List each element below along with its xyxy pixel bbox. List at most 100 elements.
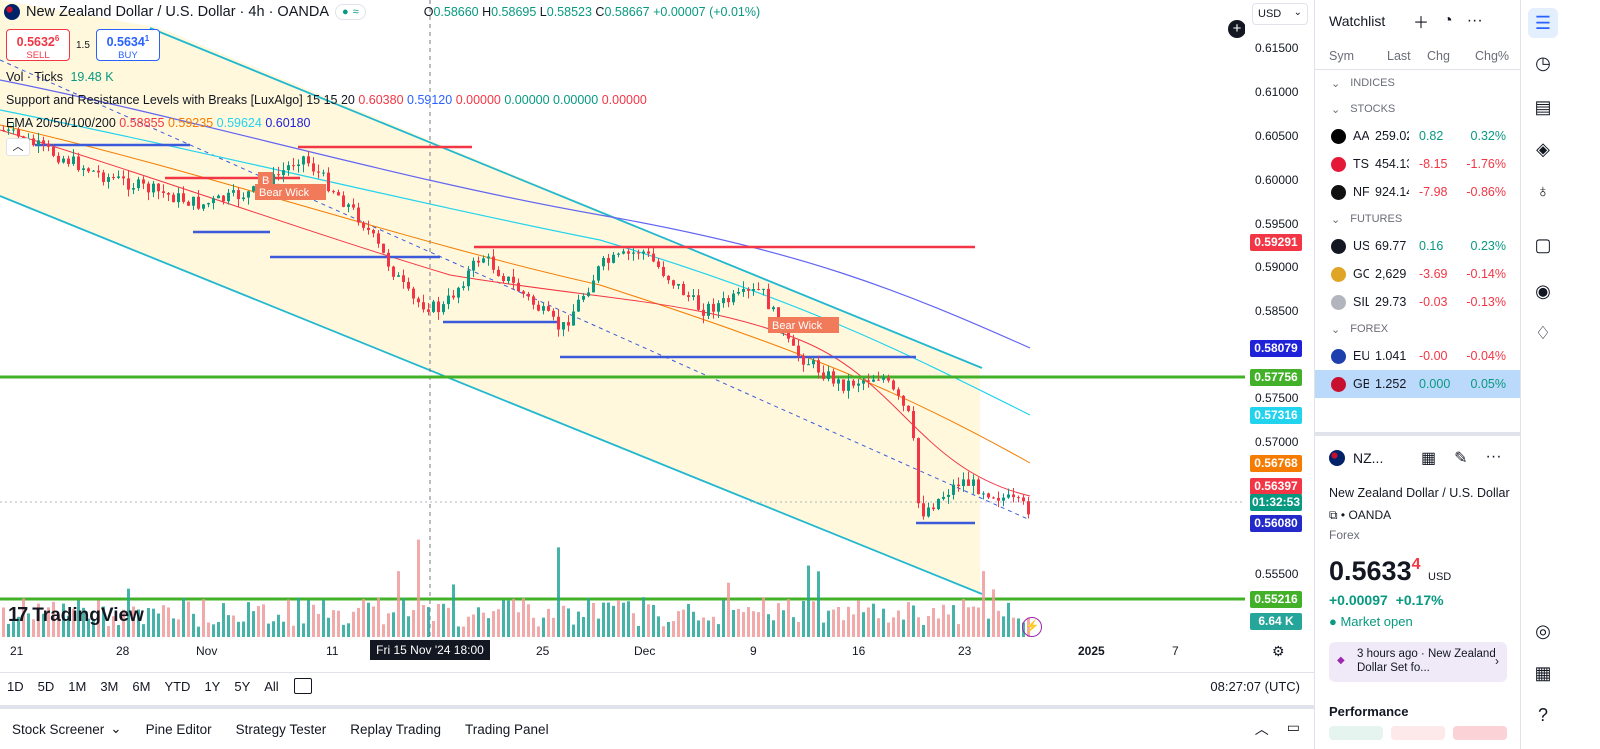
calendar-icon[interactable]: ▦ — [1534, 663, 1552, 683]
sr-legend[interactable]: Support and Resistance Levels with Break… — [6, 93, 647, 107]
row-last: 259.02 — [1375, 129, 1409, 143]
symbol-title[interactable]: New Zealand Dollar / U.S. Dollar · 4h · … — [26, 4, 329, 20]
candle-body — [697, 295, 700, 310]
range-button-3m[interactable]: 3M — [100, 678, 119, 694]
volume-bar — [1007, 602, 1010, 637]
candle-body — [67, 158, 70, 164]
candle-body — [962, 479, 965, 487]
utc-clock[interactable]: 08:27:07 (UTC) — [1210, 679, 1300, 694]
notifications-bell-icon[interactable]: ♢ — [1534, 323, 1552, 343]
candle-body — [112, 177, 115, 179]
advanced-view-icon[interactable]: ◔ — [1443, 12, 1453, 29]
right-sidebar: ☰ ◷ ▤ ◈ ♁ ▢ ◉ ♢ ◎ ▦ ? — [1520, 0, 1600, 749]
add-alert-plus-icon[interactable]: + — [1228, 20, 1246, 38]
section-stocks[interactable]: ⌄ STOCKS — [1315, 96, 1520, 122]
dom-target-icon[interactable]: ◎ — [1535, 621, 1551, 641]
candle-body — [32, 138, 35, 146]
range-button-5d[interactable]: 5D — [37, 678, 55, 694]
watchlist-row[interactable]: GBPUSD 1.252 0.000 0.05% — [1315, 370, 1520, 398]
layers-icon[interactable]: ◈ — [1536, 139, 1550, 159]
volume-bar — [707, 620, 710, 637]
candle-body — [97, 170, 100, 173]
news-item[interactable]: ◆ 3 hours ago · New Zealand Dollar Set f… — [1329, 642, 1507, 682]
collapse-up-icon[interactable]: ︿ — [1254, 721, 1269, 737]
range-button-1d[interactable]: 1D — [7, 678, 24, 694]
col-last[interactable]: Last — [1387, 48, 1411, 63]
section-indices[interactable]: ⌄ INDICES — [1315, 70, 1520, 96]
candle-body — [317, 171, 320, 173]
tradingview-logo[interactable]: 17 TradingView — [8, 604, 144, 627]
watchlist-icon[interactable]: ☰ — [1528, 8, 1558, 38]
watchlist-row[interactable]: SILVER 29.73 -0.03 -0.13% — [1315, 288, 1520, 316]
grid-icon[interactable]: ▦ — [1421, 450, 1437, 467]
more-options-icon[interactable]: ··· — [1466, 12, 1483, 29]
chat-icon[interactable]: ▢ — [1534, 235, 1552, 255]
sell-button[interactable]: 0.56326 SELL — [6, 29, 70, 61]
col-pct[interactable]: Chg% — [1475, 48, 1510, 63]
watchlist-row[interactable]: EURUSD 1.041 -0.00 -0.04% — [1315, 342, 1520, 370]
volume-bar — [47, 607, 50, 637]
watchlist-row[interactable]: USOIL 69.77 0.16 0.23% — [1315, 232, 1520, 260]
section-forex[interactable]: ⌄ FOREX — [1315, 316, 1520, 342]
collapse-legend-button[interactable]: ︿ — [6, 138, 30, 156]
bottom-tab[interactable]: Pine Editor — [134, 722, 224, 737]
watchlist-title[interactable]: Watchlist — [1329, 13, 1386, 29]
help-icon[interactable]: ? — [1537, 705, 1548, 725]
volume-bar — [472, 614, 475, 637]
add-symbol-icon[interactable]: ＋ — [1413, 15, 1430, 32]
col-chg[interactable]: Chg — [1427, 48, 1450, 63]
ema-legend[interactable]: EMA 20/50/100/200 0.58855 0.59235 0.5962… — [6, 116, 311, 130]
bottom-tab[interactable]: Stock Screener ⌄ — [0, 721, 134, 737]
indicator-toggle[interactable]: ● ≈ — [335, 4, 366, 20]
range-button-1y[interactable]: 1Y — [204, 678, 221, 694]
candle-body — [857, 383, 860, 386]
volume-bar — [957, 624, 960, 637]
bottom-tab[interactable]: Replay Trading — [338, 722, 453, 737]
volume-bar — [947, 614, 950, 637]
details-short-sym[interactable]: NZ... — [1353, 450, 1384, 466]
maximize-icon[interactable]: ▭ — [1286, 719, 1300, 735]
candle-body — [812, 360, 815, 365]
watchlist-row[interactable]: TSLA 454.13 -8.15 -1.76% — [1315, 150, 1520, 178]
volume-bar — [197, 626, 200, 637]
external-link-icon[interactable]: ⧉ — [1329, 508, 1338, 522]
volume-bar — [762, 597, 765, 637]
ideas-lightbulb-icon[interactable]: ♁ — [1536, 181, 1550, 201]
more-options-icon[interactable]: ··· — [1485, 448, 1502, 465]
buy-button[interactable]: 0.56341 BUY — [95, 29, 160, 61]
price-tick: 0.57500 — [1255, 391, 1299, 405]
volume-bar — [697, 620, 700, 637]
range-button-ytd[interactable]: YTD — [164, 678, 191, 694]
range-button-5y[interactable]: 5Y — [234, 678, 251, 694]
object-tree-icon[interactable]: ▤ — [1534, 97, 1552, 117]
candle-body — [742, 289, 745, 292]
candle-body — [442, 304, 445, 313]
alarm-clock-icon[interactable]: ◷ — [1535, 53, 1551, 73]
watchlist-row[interactable]: GOLD 2,629 -3.69 -0.14% — [1315, 260, 1520, 288]
symbol-logo-icon — [1331, 377, 1346, 392]
edit-icon[interactable]: ✎ — [1454, 450, 1468, 467]
watchlist-row[interactable]: NFLX 924.14 -7.98 -0.86% — [1315, 178, 1520, 206]
bottom-tab[interactable]: Strategy Tester — [224, 722, 339, 737]
range-button-all[interactable]: All — [264, 678, 279, 694]
symbol-logo-icon — [1331, 129, 1346, 144]
watchlist-row[interactable]: AAPL 259.02 0.82 0.32% — [1315, 122, 1520, 150]
range-button-6m[interactable]: 6M — [132, 678, 151, 694]
details-broker[interactable]: OANDA — [1348, 508, 1392, 522]
vol-legend[interactable]: Vol · Ticks 19.48 K — [6, 70, 114, 84]
currency-select[interactable]: USD ⌄ — [1252, 3, 1308, 25]
bottom-tab[interactable]: Trading Panel — [453, 722, 561, 737]
date-range-calendar-icon[interactable] — [293, 678, 312, 694]
volume-bar — [802, 600, 805, 637]
signal-icon[interactable]: ◉ — [1535, 281, 1551, 301]
range-button-1m[interactable]: 1M — [68, 678, 87, 694]
lightning-icon[interactable]: ⚡ — [1022, 617, 1042, 637]
section-label: FOREX — [1350, 323, 1389, 335]
section-futures[interactable]: ⌄ FUTURES — [1315, 206, 1520, 232]
col-sym[interactable]: Sym — [1329, 48, 1354, 63]
candle-body — [757, 289, 760, 291]
time-axis[interactable]: Fri 15 Nov '24 18:00 21 28 Nov 11 25 Dec 9 16 23… — [0, 640, 1300, 660]
chart-area[interactable]: Bear Wick B Bear Wick New Zealand Dollar /… — [0, 0, 1340, 672]
settings-gear-icon[interactable]: ⚙ — [1272, 643, 1285, 659]
